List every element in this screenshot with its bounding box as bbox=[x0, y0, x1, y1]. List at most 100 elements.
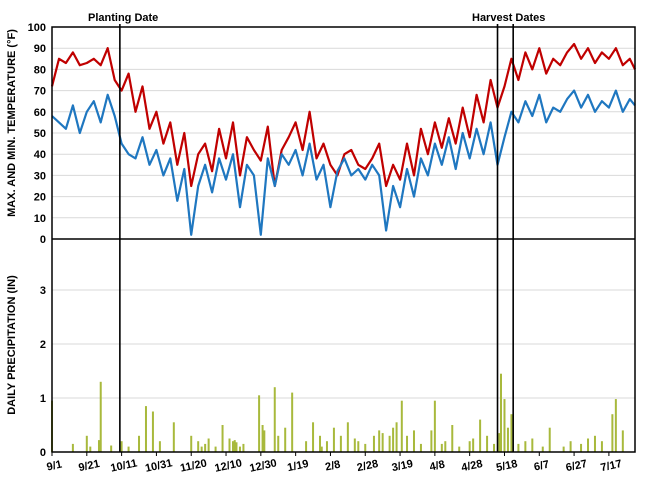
x-tick-label: 3/19 bbox=[391, 458, 414, 474]
precip-bar bbox=[277, 435, 280, 452]
precip-tick-label: 3 bbox=[40, 285, 46, 297]
x-tick-label: 4/28 bbox=[460, 458, 483, 474]
precip-bar bbox=[89, 446, 92, 452]
precip-bar bbox=[273, 387, 276, 452]
precip-bar bbox=[231, 441, 234, 452]
precip-bar bbox=[440, 443, 443, 452]
x-tick-label: 6/7 bbox=[533, 459, 550, 474]
temp-tick-label: 30 bbox=[34, 170, 46, 182]
planting-date-label: Planting Date bbox=[88, 12, 158, 24]
x-tick-label: 6/27 bbox=[565, 458, 588, 474]
precip-bar bbox=[138, 435, 141, 452]
precip-bar bbox=[291, 392, 294, 452]
x-tick-label: 9/21 bbox=[77, 458, 100, 474]
precip-bar bbox=[258, 395, 261, 452]
precip-tick-label: 0 bbox=[40, 447, 46, 459]
precip-bar bbox=[614, 399, 617, 452]
precip-bar bbox=[548, 427, 551, 452]
precip-bar bbox=[346, 422, 349, 452]
precip-bar bbox=[569, 441, 572, 452]
precip-bar bbox=[238, 446, 241, 452]
precip-bar bbox=[395, 422, 398, 452]
precip-bar bbox=[621, 430, 624, 452]
precip-bar bbox=[312, 422, 315, 452]
x-tick-label: 11/20 bbox=[179, 457, 208, 474]
precip-bar bbox=[517, 443, 520, 452]
precip-bar bbox=[406, 435, 409, 452]
precip-bar bbox=[444, 441, 447, 452]
x-tick-label: 2/8 bbox=[324, 459, 341, 474]
precip-bar bbox=[319, 435, 322, 452]
precip-bar bbox=[531, 438, 534, 452]
x-tick-label: 7/17 bbox=[600, 458, 623, 474]
precip-tick-label: 1 bbox=[40, 393, 46, 405]
x-tick-label: 10/31 bbox=[144, 457, 173, 474]
precip-bar bbox=[524, 441, 527, 452]
precip-bar bbox=[204, 443, 207, 452]
precip-bar bbox=[261, 425, 264, 452]
max-temperature-line bbox=[50, 42, 636, 188]
precip-bar bbox=[228, 438, 231, 452]
temp-tick-label: 40 bbox=[34, 149, 46, 161]
precip-bar bbox=[200, 446, 203, 452]
x-tick-label: 12/30 bbox=[248, 457, 277, 474]
precip-bar bbox=[400, 400, 403, 452]
precip-bar bbox=[325, 441, 328, 452]
precip-bar bbox=[468, 441, 471, 452]
precip-bar bbox=[214, 446, 217, 452]
precip-bars bbox=[51, 373, 624, 452]
x-tick-label: 5/18 bbox=[495, 458, 518, 474]
precip-bar bbox=[320, 446, 323, 452]
x-tick-label: 9/1 bbox=[46, 459, 63, 474]
precip-bar bbox=[506, 427, 509, 452]
x-tick-label: 4/8 bbox=[429, 459, 446, 474]
precip-bar bbox=[580, 443, 583, 452]
temp-tick-label: 10 bbox=[34, 213, 46, 225]
precip-bar bbox=[233, 440, 236, 452]
temp-tick-label: 0 bbox=[40, 234, 46, 246]
x-tick-label: 2/28 bbox=[356, 458, 379, 474]
precip-bar bbox=[353, 438, 356, 452]
precip-bar bbox=[503, 399, 506, 452]
precip-bar bbox=[458, 446, 461, 452]
precip-bar bbox=[388, 435, 391, 452]
precip-bar bbox=[235, 442, 238, 452]
harvest-dates-label: Harvest Dates bbox=[472, 12, 545, 24]
precip-bar bbox=[392, 427, 395, 452]
precip-bar bbox=[158, 441, 161, 452]
precip-bar bbox=[207, 438, 210, 452]
precip-bar bbox=[498, 433, 501, 452]
temp-tick-label: 70 bbox=[34, 86, 46, 98]
precip-bar bbox=[190, 435, 193, 452]
plot-frame bbox=[51, 26, 636, 456]
x-tick-label: 10/11 bbox=[110, 457, 139, 474]
precip-bar bbox=[486, 435, 489, 452]
precip-bar bbox=[472, 438, 475, 452]
precip-bar bbox=[479, 419, 482, 452]
precip-bar bbox=[364, 443, 367, 452]
x-tick-label: 1/19 bbox=[286, 458, 309, 474]
precip-bar bbox=[172, 422, 175, 452]
min-temperature-line bbox=[51, 89, 636, 236]
precip-tick-label: 2 bbox=[40, 339, 46, 351]
precip-bar bbox=[221, 425, 224, 452]
precip-bar bbox=[151, 411, 154, 452]
precip-bar bbox=[71, 443, 74, 452]
precip-bar bbox=[433, 400, 436, 452]
precip-bar bbox=[611, 414, 614, 452]
precip-bar bbox=[593, 435, 596, 452]
precip-bar bbox=[600, 441, 603, 452]
precip-bar bbox=[85, 435, 88, 452]
tick-labels: 0 10 20 30 40 50 60 70 80 90 100 0 1 2 3 9/1 9/21 10/11 10… bbox=[28, 22, 623, 475]
precip-bar bbox=[120, 441, 123, 452]
precip-bar bbox=[419, 443, 422, 452]
event-markers bbox=[119, 24, 514, 452]
precip-bar bbox=[430, 430, 433, 452]
temp-tick-label: 100 bbox=[28, 22, 46, 34]
precip-bar bbox=[284, 427, 287, 452]
precip-bar bbox=[541, 446, 544, 452]
precip-bar bbox=[378, 430, 381, 452]
